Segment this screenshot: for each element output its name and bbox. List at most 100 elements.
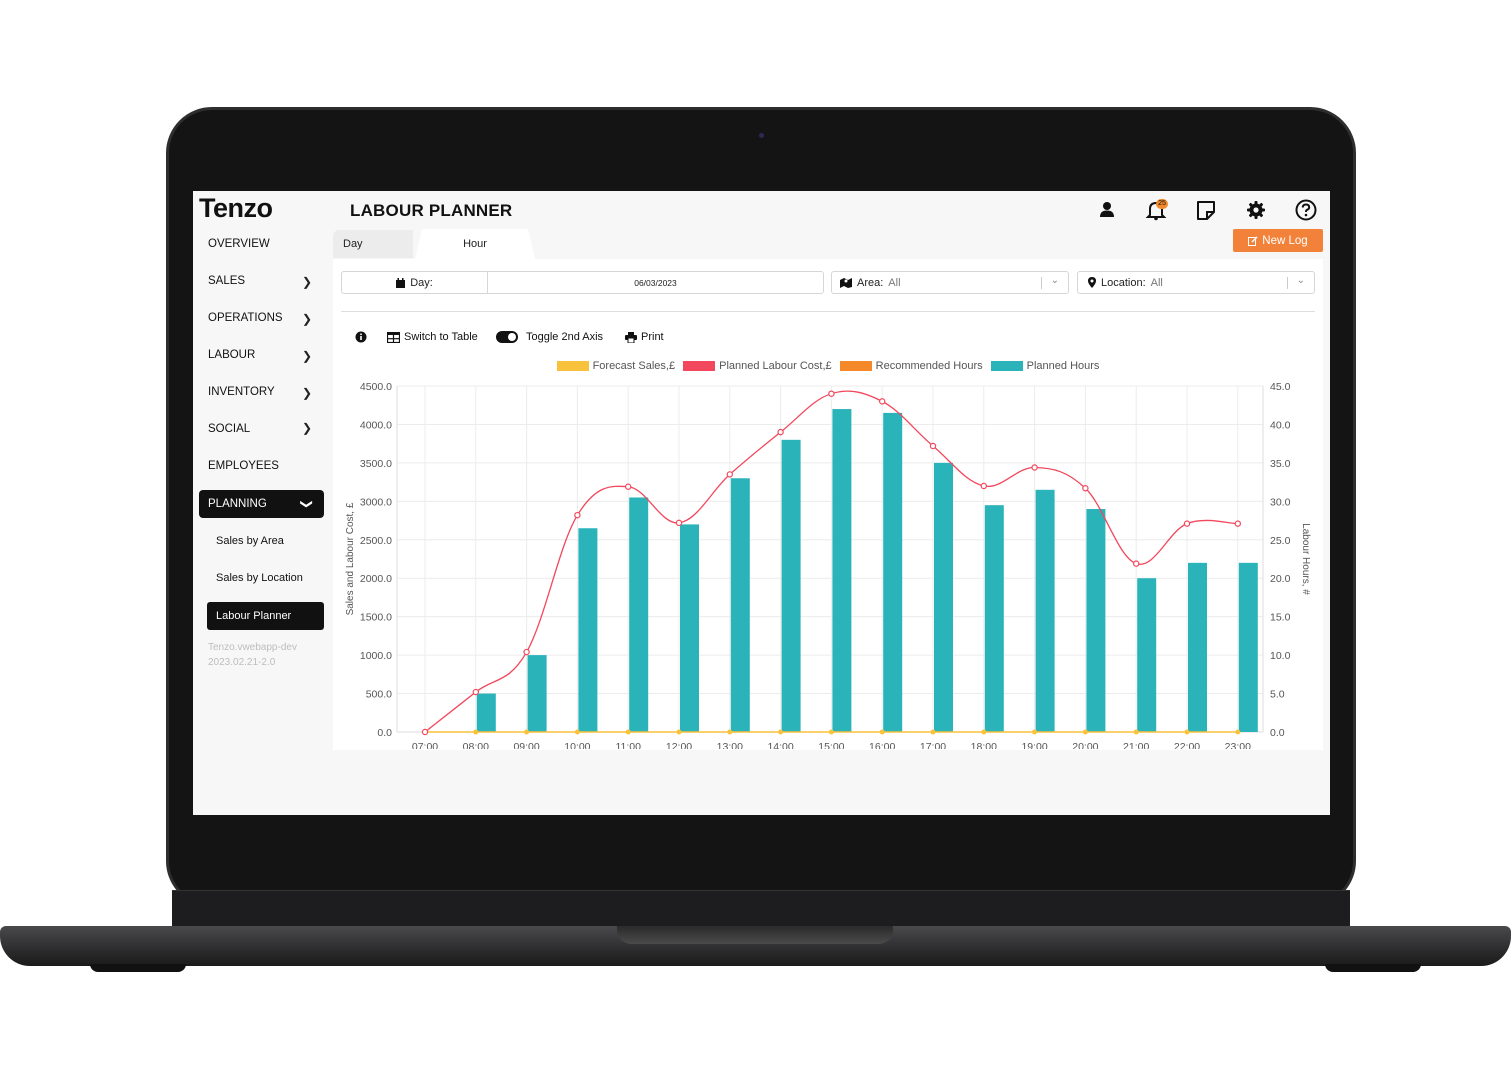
chevron-right-icon: ❯	[301, 275, 312, 289]
nav-overview[interactable]: OVERVIEW	[199, 230, 324, 258]
info-button[interactable]	[355, 331, 367, 343]
version-line: Tenzo.vwebapp-dev	[208, 642, 297, 653]
chevron-down-icon: ❯	[299, 498, 314, 510]
help-icon[interactable]	[1294, 199, 1318, 221]
app-screen: Tenzo OVERVIEW SALES ❯ OPERATIONS ❯ LABOUR…	[193, 191, 1330, 815]
switch-to-table-button[interactable]: Switch to Table	[387, 331, 478, 343]
nav-label: OVERVIEW	[208, 238, 270, 250]
nav-employees[interactable]: EMPLOYEES	[199, 452, 324, 480]
point-planned-labour-cost	[523, 648, 530, 656]
day-filter-label-box: Day:	[342, 272, 488, 293]
tenzo-logo[interactable]: Tenzo	[199, 193, 273, 223]
select-separator	[1041, 277, 1042, 289]
day-filter[interactable]: Day: 06/03/2023	[341, 271, 824, 294]
area-label: Area:	[857, 276, 884, 289]
sub-label: Sales by Location	[216, 572, 303, 584]
y2-tick-label: 15.0	[1270, 612, 1291, 624]
y2-axis-title: Labour Hours, #	[1300, 523, 1311, 595]
user-icon[interactable]	[1095, 199, 1119, 221]
point-planned-labour-cost	[625, 483, 632, 490]
area-value: All	[888, 276, 901, 289]
nav-social[interactable]: SOCIAL ❯	[199, 415, 324, 435]
location-filter[interactable]: Location: All ⌄	[1077, 271, 1315, 294]
point-planned-labour-cost	[1133, 560, 1140, 567]
x-tick-label: 20:00	[1072, 741, 1098, 749]
sub-sales-by-location[interactable]: Sales by Location	[207, 564, 324, 592]
chevron-right-icon: ❯	[301, 312, 312, 326]
area-filter[interactable]: Area: All ⌄	[831, 271, 1069, 294]
point-forecast-sales	[1133, 729, 1139, 735]
sub-sales-by-area[interactable]: Sales by Area	[207, 527, 324, 555]
laptop-foot-right	[1325, 964, 1421, 972]
sub-labour-planner[interactable]: Labour Planner	[207, 602, 324, 630]
point-planned-labour-cost	[777, 428, 784, 436]
toggle-2nd-axis[interactable]: Toggle 2nd Axis	[496, 331, 603, 343]
y2-tick-label: 40.0	[1270, 419, 1291, 431]
x-tick-label: 15:00	[818, 741, 844, 749]
point-planned-labour-cost	[1183, 520, 1191, 527]
nav-label: SALES	[208, 275, 246, 287]
info-icon	[355, 331, 367, 343]
area-filter-label: Area: All	[840, 277, 901, 289]
point-forecast-sales	[524, 729, 530, 735]
x-tick-label: 11:00	[615, 741, 641, 749]
point-forecast-sales	[676, 729, 682, 735]
day-filter-label: Day:	[396, 277, 433, 289]
x-tick-label: 23:00	[1225, 741, 1251, 749]
new-log-button[interactable]: New Log	[1233, 229, 1323, 252]
nav-sales[interactable]: SALES ❯	[199, 267, 324, 295]
nav-label: EMPLOYEES	[208, 460, 279, 472]
nav-operations[interactable]: OPERATIONS ❯	[199, 304, 324, 332]
y-tick-label: 4500.0	[360, 381, 392, 393]
x-tick-label: 08:00	[463, 741, 489, 749]
chevron-down-icon[interactable]: ⌄	[1296, 275, 1305, 286]
chevron-right-icon: ❯	[301, 349, 312, 363]
legend-item-recommended-hours[interactable]: Recommended Hours	[839, 360, 983, 372]
laptop-foot-left	[90, 964, 186, 972]
y-tick-label: 0.0	[377, 727, 392, 739]
notification-badge: 25	[1156, 199, 1168, 209]
nav-inventory[interactable]: INVENTORY ❯	[199, 378, 324, 406]
point-planned-labour-cost	[1234, 520, 1242, 527]
point-forecast-sales	[1032, 729, 1038, 735]
nav-labour[interactable]: LABOUR ❯	[199, 341, 324, 369]
point-forecast-sales	[473, 729, 479, 735]
y2-tick-label: 25.0	[1270, 535, 1291, 547]
point-forecast-sales	[828, 729, 834, 735]
edit-icon	[1248, 235, 1258, 246]
legend-item-forecast-sales[interactable]: Forecast Sales,£	[556, 360, 675, 372]
bar-planned-hours	[883, 412, 903, 732]
gear-icon[interactable]	[1244, 199, 1268, 221]
switch-table-label: Switch to Table	[404, 331, 478, 343]
x-tick-label: 16:00	[869, 741, 895, 749]
toggle-switch[interactable]	[496, 331, 518, 343]
tab-label: Hour	[463, 238, 487, 250]
bar-planned-hours	[832, 409, 852, 732]
point-planned-labour-cost	[828, 390, 835, 397]
nav-planning[interactable]: PLANNING ❯	[199, 490, 324, 518]
laptop-hinge	[172, 890, 1350, 931]
y-tick-label: 2000.0	[360, 573, 392, 585]
point-planned-labour-cost	[879, 398, 886, 405]
tab-day[interactable]: Day	[333, 230, 413, 258]
filter-divider	[341, 311, 1315, 312]
location-value: All	[1150, 276, 1163, 289]
chevron-right-icon: ❯	[301, 421, 312, 435]
tab-hour[interactable]: Hour	[415, 229, 535, 259]
sidebar: Tenzo OVERVIEW SALES ❯ OPERATIONS ❯ LABOUR…	[193, 191, 333, 815]
bar-planned-hours	[781, 439, 801, 732]
x-tick-label: 12:00	[666, 741, 692, 749]
note-icon[interactable]	[1194, 199, 1218, 221]
bar-planned-hours	[680, 524, 699, 732]
point-planned-labour-cost	[929, 442, 937, 450]
legend-swatch	[839, 361, 872, 371]
y2-tick-label: 0.0	[1270, 727, 1285, 739]
legend-item-planned-labour-cost[interactable]: Planned Labour Cost,£	[683, 360, 832, 372]
chevron-down-icon[interactable]: ⌄	[1050, 275, 1059, 286]
point-forecast-sales	[930, 729, 936, 735]
y-tick-label: 500.0	[366, 689, 392, 701]
print-button[interactable]: Print	[625, 331, 664, 343]
y-axis-title: Sales and Labour Cost, £	[345, 502, 356, 615]
bar-planned-hours	[527, 655, 547, 732]
legend-item-planned-hours[interactable]: Planned Hours	[990, 360, 1099, 372]
